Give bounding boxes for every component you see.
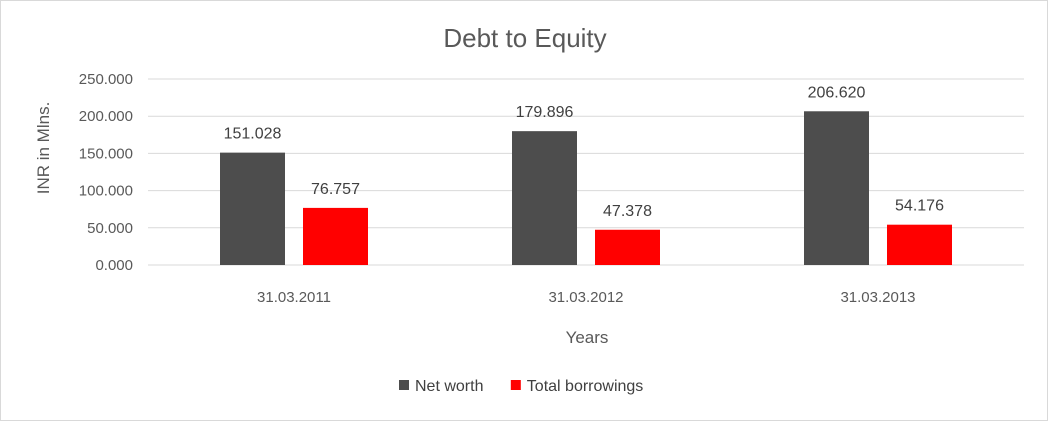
y-tick-label: 150.000 [79,145,133,162]
y-axis-label: INR in Mlns. [34,102,53,195]
y-tick-label: 100.000 [79,183,133,200]
legend-swatch [399,380,409,390]
gridlines [148,78,1024,266]
y-tick-label: 50.000 [87,220,133,237]
y-tick-label: 200.000 [79,108,133,125]
bar-net-worth [512,131,577,265]
data-label: 76.757 [311,181,360,198]
data-label: 54.176 [895,198,944,215]
bar-total-borrowings [887,224,952,265]
x-axis-label: Years [566,328,609,347]
legend-label: Total borrowings [527,378,644,395]
data-label: 179.896 [516,104,574,121]
x-tick-label: 31.03.2013 [840,289,915,306]
bars [220,111,952,265]
y-tick-label: 0.000 [95,257,133,274]
x-axis-ticks: 31.03.2011 31.03.2012 31.03.2013 [257,289,916,306]
legend-swatch [510,380,521,390]
bar-total-borrowings [303,207,368,265]
bar-net-worth [804,111,869,265]
chart-title: Debt to Equity [443,23,606,53]
data-label: 47.378 [603,203,652,220]
bar-total-borrowings [595,229,660,265]
data-labels: 151.028 76.757 179.896 47.378 206.620 54.176 [224,84,944,219]
y-tick-label: 250.000 [79,71,133,88]
legend-label: Net worth [415,378,483,395]
data-label: 151.028 [224,126,282,143]
bar-net-worth [220,152,285,265]
x-tick-label: 31.03.2012 [548,289,623,306]
x-tick-label: 31.03.2011 [257,289,331,306]
legend: Net worth Total borrowings [399,378,643,395]
y-axis-ticks: 0.000 50.000 100.000 150.000 200.000 250.000 [79,71,133,274]
data-label: 206.620 [808,84,866,101]
